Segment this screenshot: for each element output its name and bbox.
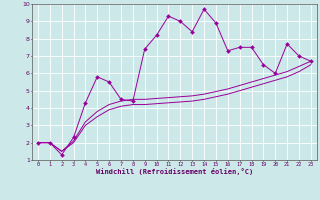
X-axis label: Windchill (Refroidissement éolien,°C): Windchill (Refroidissement éolien,°C): [96, 168, 253, 175]
